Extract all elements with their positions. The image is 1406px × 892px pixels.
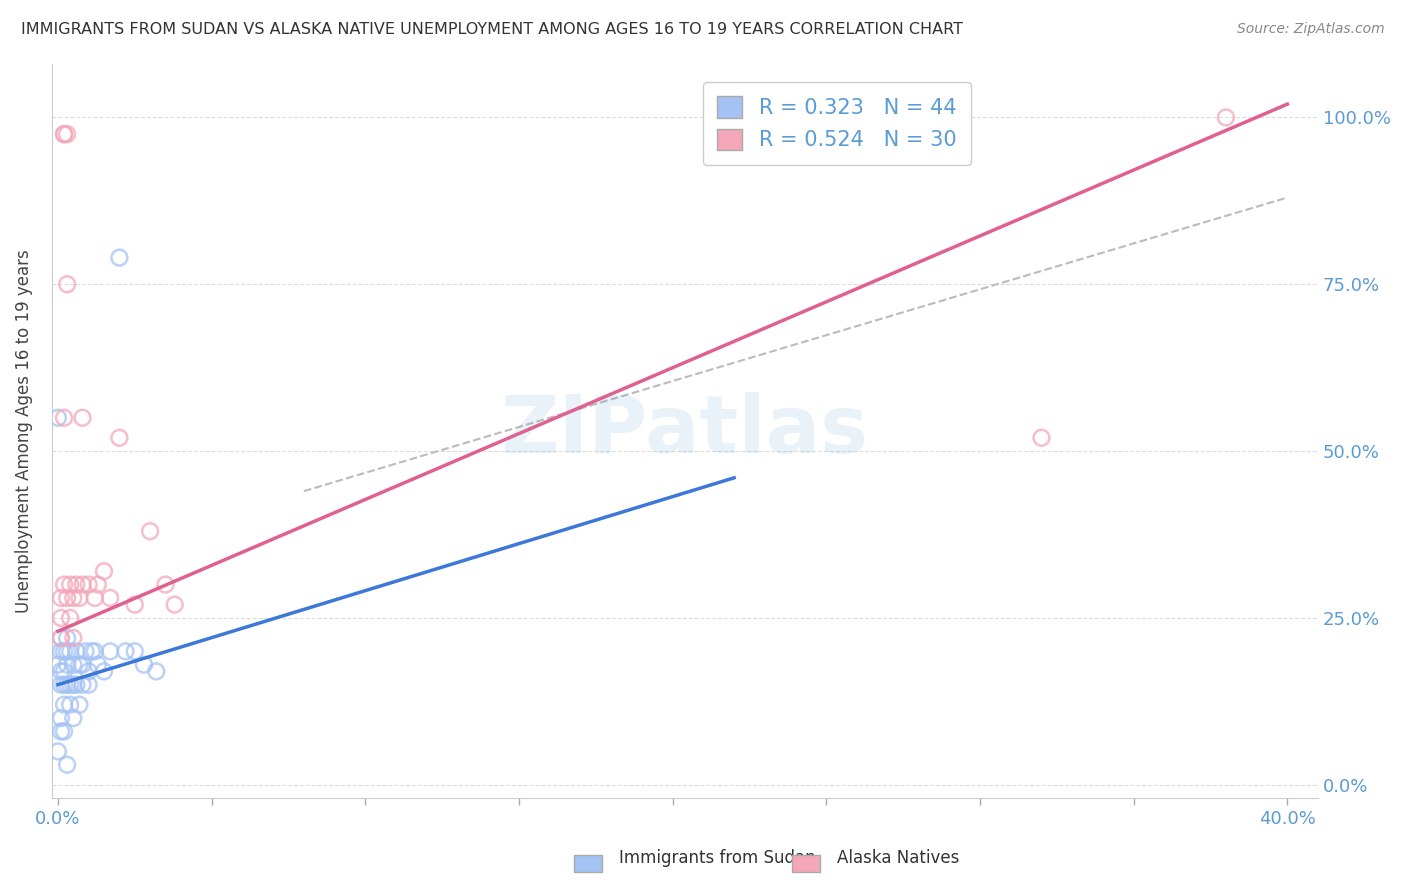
Point — [56, 644, 79, 658]
Point — [53, 577, 76, 591]
Point — [108, 251, 131, 265]
Point — [53, 698, 76, 712]
Point — [139, 524, 162, 539]
Point — [72, 657, 94, 672]
Point — [124, 644, 146, 658]
Point — [59, 644, 82, 658]
Point — [62, 631, 84, 645]
Text: Immigrants from Sudan: Immigrants from Sudan — [619, 849, 815, 867]
Point — [49, 611, 72, 625]
Point — [67, 591, 90, 605]
Point — [114, 644, 136, 658]
Point — [56, 657, 79, 672]
Point — [59, 611, 82, 625]
Text: Source: ZipAtlas.com: Source: ZipAtlas.com — [1237, 22, 1385, 37]
Point — [72, 410, 94, 425]
Text: IMMIGRANTS FROM SUDAN VS ALASKA NATIVE UNEMPLOYMENT AMONG AGES 16 TO 19 YEARS CO: IMMIGRANTS FROM SUDAN VS ALASKA NATIVE U… — [21, 22, 963, 37]
Point — [83, 591, 105, 605]
Point — [98, 644, 121, 658]
Point — [56, 277, 79, 292]
Point — [124, 598, 146, 612]
Point — [75, 644, 97, 658]
Point — [87, 657, 110, 672]
Point — [49, 631, 72, 645]
Point — [132, 657, 155, 672]
Point — [67, 698, 90, 712]
Point — [59, 678, 82, 692]
Point — [72, 577, 94, 591]
Point — [46, 410, 69, 425]
Point — [108, 431, 131, 445]
Point — [46, 657, 69, 672]
Point — [59, 577, 82, 591]
Text: Alaska Natives: Alaska Natives — [837, 849, 959, 867]
Point — [53, 127, 76, 141]
Point — [56, 678, 79, 692]
Legend: R = 0.323   N = 44, R = 0.524   N = 30: R = 0.323 N = 44, R = 0.524 N = 30 — [703, 82, 972, 165]
Point — [98, 591, 121, 605]
Point — [67, 657, 90, 672]
Point — [46, 744, 69, 758]
Point — [53, 410, 76, 425]
Point — [65, 577, 87, 591]
Point — [62, 591, 84, 605]
Point — [49, 591, 72, 605]
Y-axis label: Unemployment Among Ages 16 to 19 years: Unemployment Among Ages 16 to 19 years — [15, 249, 32, 613]
Point — [93, 564, 115, 578]
Point — [1215, 111, 1237, 125]
Point — [145, 665, 167, 679]
Point — [62, 678, 84, 692]
Point — [56, 631, 79, 645]
Point — [49, 644, 72, 658]
Point — [163, 598, 186, 612]
Point — [72, 678, 94, 692]
Point — [1031, 431, 1053, 445]
Point — [49, 711, 72, 725]
Point — [53, 644, 76, 658]
Point — [62, 711, 84, 725]
Point — [53, 724, 76, 739]
Point — [59, 698, 82, 712]
Point — [80, 644, 103, 658]
Point — [53, 665, 76, 679]
Point — [65, 644, 87, 658]
Point — [56, 127, 79, 141]
Point — [155, 577, 177, 591]
Point — [77, 665, 100, 679]
Point — [56, 591, 79, 605]
Point — [62, 657, 84, 672]
Point — [49, 665, 72, 679]
Point — [53, 678, 76, 692]
Point — [87, 577, 110, 591]
Point — [49, 631, 72, 645]
Point — [93, 665, 115, 679]
Point — [65, 678, 87, 692]
Point — [77, 577, 100, 591]
Point — [49, 678, 72, 692]
Point — [83, 644, 105, 658]
Text: ZIPatlas: ZIPatlas — [501, 392, 869, 470]
Point — [53, 127, 76, 141]
Point — [77, 678, 100, 692]
Point — [56, 757, 79, 772]
Point — [49, 724, 72, 739]
